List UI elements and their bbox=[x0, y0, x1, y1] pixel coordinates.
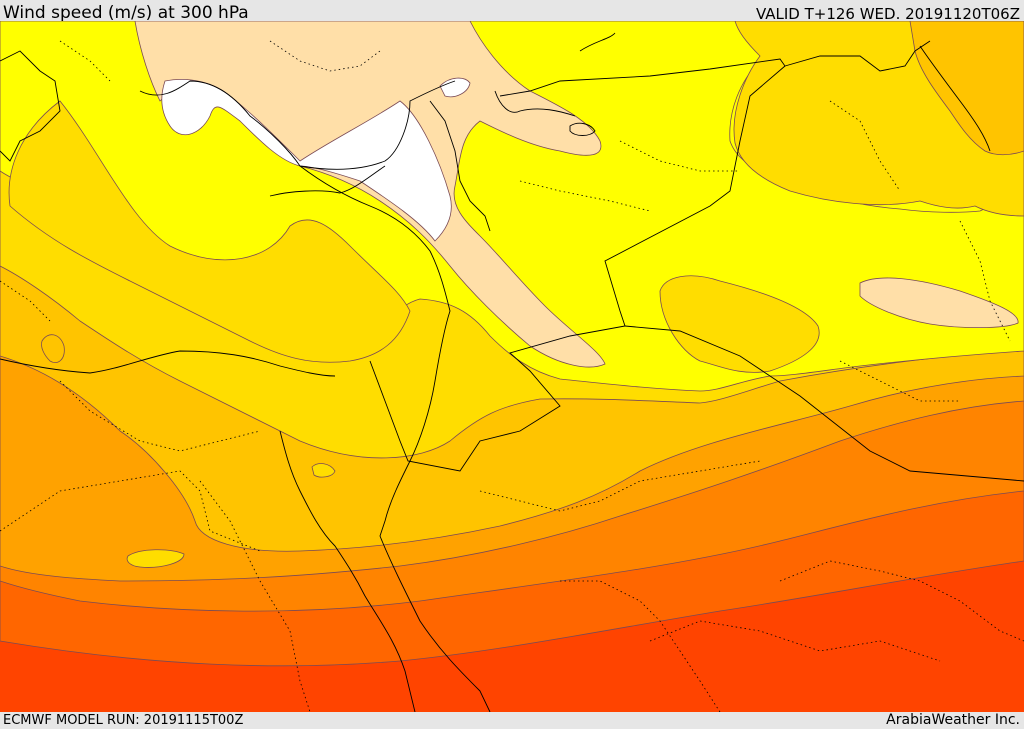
header-bar: Wind speed (m/s) at 300 hPa VALID T+126 … bbox=[0, 0, 1024, 23]
wind-island-2 bbox=[311, 463, 336, 478]
wind-patch-northeast-core bbox=[909, 21, 1024, 156]
map-canvas bbox=[0, 21, 1024, 712]
wind-island-1 bbox=[41, 334, 65, 363]
map-title: Wind speed (m/s) at 300 hPa bbox=[3, 3, 249, 23]
province-borders bbox=[0, 40, 1024, 712]
footer-bar: ECMWF MODEL RUN: 20191115T00Z ArabiaWeat… bbox=[0, 712, 1024, 729]
wind-patch-west bbox=[8, 100, 411, 363]
wind-island-3 bbox=[126, 549, 185, 568]
model-run-label: ECMWF MODEL RUN: 20191115T00Z bbox=[3, 713, 244, 728]
wind-calm-zone-white bbox=[161, 78, 452, 242]
wind-patch-central bbox=[659, 275, 820, 373]
wind-calm-zone-east bbox=[859, 277, 1019, 329]
country-borders bbox=[369, 40, 1024, 482]
credit-label: ArabiaWeather Inc. bbox=[886, 712, 1020, 728]
wind-calm-zone-small bbox=[439, 77, 471, 98]
coastlines bbox=[0, 32, 991, 712]
wind-speed-map bbox=[0, 21, 1024, 712]
valid-time-label: VALID T+126 WED. 20191120T06Z bbox=[755, 5, 1020, 23]
